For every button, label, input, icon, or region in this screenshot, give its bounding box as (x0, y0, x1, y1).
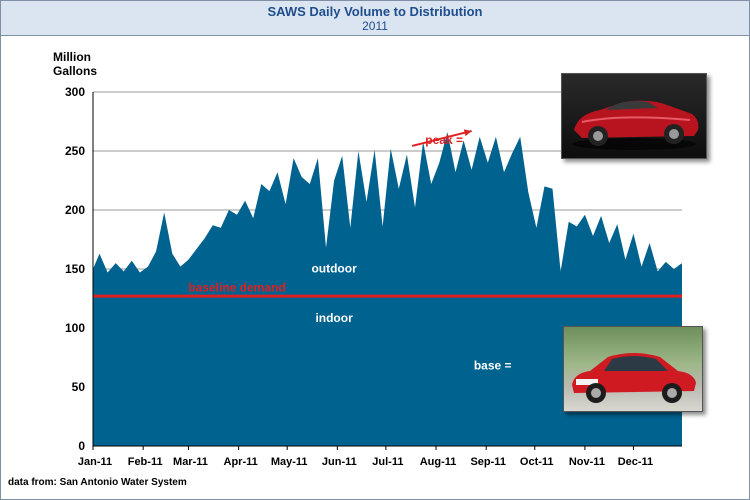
axes (92, 92, 682, 450)
chart-title: SAWS Daily Volume to Distribution (267, 4, 483, 19)
data-source-note: data from: San Antonio Water System (8, 477, 187, 488)
tick-labels: 0 50 100 150 200 250 300 Jan-11 Feb-11 Mar-11 Apr-… (65, 85, 653, 468)
y-axis-label-line-2: Gallons (53, 64, 98, 78)
x-tick-label: Oct-11 (520, 456, 554, 468)
annotation-outdoor: outdoor (311, 262, 357, 276)
x-tick-label: Mar-11 (173, 456, 208, 468)
x-tick-label: Feb-11 (128, 456, 163, 468)
daily-volume-area (93, 132, 682, 446)
y-tick-label: 300 (65, 85, 85, 99)
y-tick-label: 250 (65, 144, 85, 158)
area-series (93, 132, 682, 446)
x-tick-label: Dec-11 (618, 456, 653, 468)
sports-car-icon (572, 100, 699, 150)
x-tick-label: Aug-11 (420, 456, 457, 468)
y-tick-label: 200 (65, 203, 85, 217)
y-axis-label-line-1: Million (53, 50, 91, 64)
x-tick-label: Jan-11 (78, 456, 112, 468)
base-car-photo (563, 326, 703, 412)
x-tick-label: Nov-11 (569, 456, 605, 468)
y-tick-label: 0 (78, 439, 85, 453)
peak-arrow-line (411, 129, 472, 147)
x-tick-label: Jul-11 (372, 456, 403, 468)
peak-arrow-head (463, 129, 472, 137)
annotation-baseline-demand: baseline demand (188, 280, 285, 294)
sedan-car-icon (572, 353, 696, 403)
y-tick-label: 50 (72, 380, 86, 394)
y-tick-label: 150 (65, 262, 85, 276)
peak-car-photo (561, 73, 707, 159)
y-tick-label: 100 (65, 321, 85, 335)
x-tick-label: Sep-11 (470, 456, 505, 468)
x-tick-label: Apr-11 (224, 456, 258, 468)
title-bar: SAWS Daily Volume to Distribution 2011 (1, 1, 749, 36)
annotation-base: base = (474, 358, 512, 372)
chart-subtitle: 2011 (362, 19, 388, 33)
x-tick-label: Jun-11 (322, 456, 357, 468)
x-tick-label: May-11 (271, 456, 308, 468)
annotation-indoor: indoor (315, 311, 353, 325)
y-axis-label: Million Gallons (53, 50, 113, 78)
